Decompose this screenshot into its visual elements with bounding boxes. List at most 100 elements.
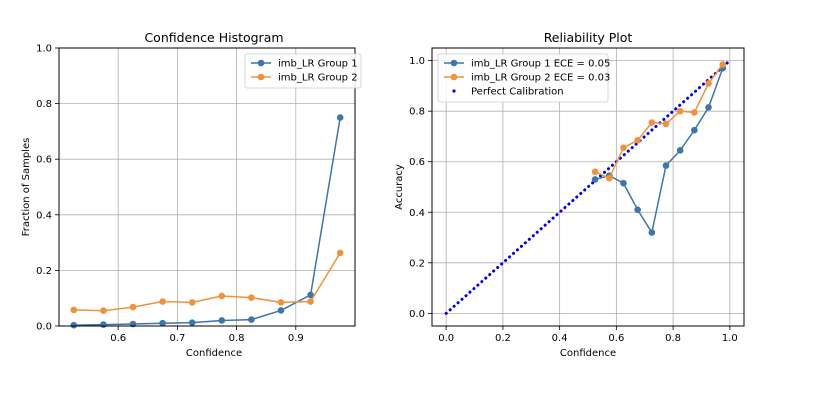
series-2 [70, 249, 344, 315]
data-point [159, 319, 166, 327]
data-point [691, 109, 698, 116]
y-tick-label: 0.6 [36, 155, 52, 166]
y-tick-label: 0.2 [409, 258, 425, 269]
series-line [594, 67, 724, 235]
data-point [705, 80, 712, 87]
legend-item: Perfect Calibration [452, 87, 564, 98]
x-tick-label: 1.0 [722, 333, 738, 344]
x-axis-label: Confidence [186, 348, 242, 359]
legend-box [437, 53, 609, 103]
legend-label: imb_LR Group 1 ECE = 0.05 [471, 59, 610, 70]
data-point [662, 162, 670, 169]
y-tick-label: 0.0 [409, 309, 425, 320]
y-axis-label: Accuracy [394, 164, 405, 210]
data-point [100, 321, 107, 328]
data-point [591, 176, 599, 183]
data-point [129, 303, 137, 311]
confidence-histogram-chart: Confidence Histogram 0.6 0.7 0.8 0.9 0.0 0.2 0… [21, 30, 362, 359]
x-tick-label: 0.6 [110, 333, 126, 344]
data-point [634, 206, 641, 214]
series-line [73, 252, 341, 312]
series-line [73, 117, 341, 326]
data-point [70, 321, 78, 329]
legend-marker [257, 59, 265, 67]
x-tick-label: 0.6 [608, 333, 624, 344]
data-point [248, 294, 255, 301]
legend-marker [257, 73, 265, 81]
x-tick-label: 0.8 [665, 333, 681, 344]
data-point [307, 298, 314, 305]
data-point [159, 298, 166, 305]
data-point [70, 306, 78, 314]
y-tick-label: 0.4 [36, 210, 52, 221]
y-tick-label: 0.8 [409, 107, 425, 118]
data-point [218, 317, 226, 324]
legend-label: imb_LR Group 2 [278, 73, 358, 84]
y-tick-label: 0.4 [409, 208, 425, 219]
legend-marker [450, 59, 458, 67]
data-point [605, 174, 613, 182]
data-point [218, 292, 226, 300]
chart-title: Reliability Plot [544, 30, 633, 45]
data-point [691, 126, 698, 134]
data-point [662, 120, 670, 128]
legend-marker [450, 73, 458, 81]
data-point [705, 104, 712, 111]
data-point [620, 179, 627, 187]
data-point [248, 316, 255, 323]
legend-item: imb_LR Group 1 ECE = 0.05 [444, 59, 610, 70]
x-axis-label: Confidence [560, 348, 616, 359]
legend: imb_LR Group 1 ECE = 0.05 imb_LR Group 2 … [437, 53, 610, 103]
data-point [100, 307, 107, 315]
data-point [188, 319, 196, 326]
ticks: 0.0 0.2 0.4 0.6 0.8 1.0 0.0 0.2 0.4 0.6 0.8 1.0 [409, 56, 738, 344]
data-point [307, 291, 314, 299]
legend-marker [452, 89, 456, 93]
series-3 [444, 59, 732, 315]
data-point [336, 249, 344, 257]
chart-title: Confidence Histogram [144, 30, 283, 45]
x-tick-label: 0.7 [169, 333, 185, 344]
data-point [648, 119, 656, 126]
data-point [277, 299, 285, 306]
x-tick-label: 0.0 [438, 333, 454, 344]
x-tick-label: 0.4 [552, 333, 568, 344]
y-tick-label: 0.6 [409, 157, 425, 168]
y-tick-label: 0.0 [36, 322, 52, 333]
reliability-plot-chart: Reliability Plot 0.0 0.2 0.4 0.6 0.8 1.00.00.… [394, 30, 745, 359]
grid [432, 48, 744, 326]
data-point [591, 168, 599, 176]
y-tick-label: 1.0 [409, 56, 425, 67]
x-tick-label: 0.8 [229, 333, 245, 344]
data-point [620, 144, 627, 152]
legend-label: Perfect Calibration [471, 87, 564, 98]
series-2 [591, 61, 727, 182]
plot-frame [58, 47, 356, 327]
legend-box [244, 53, 362, 89]
series-1 [70, 114, 344, 329]
ticks: 0.6 0.7 0.8 0.9 0.0 0.2 0.4 0.6 0.8 1.0 [36, 44, 304, 345]
series-layer [70, 114, 344, 329]
grid [59, 47, 355, 327]
x-tick-label: 0.2 [495, 333, 511, 344]
y-axis-label: Fraction of Samples [21, 138, 32, 237]
series-layer [444, 59, 732, 315]
x-tick-label: 0.9 [288, 333, 304, 344]
legend-label: imb_LR Group 2 ECE = 0.03 [471, 73, 610, 84]
legend-label: imb_LR Group 1 [278, 59, 358, 70]
data-point [188, 299, 196, 306]
data-point [277, 307, 285, 314]
data-point [719, 61, 727, 68]
data-point [676, 147, 684, 154]
y-tick-label: 0.2 [36, 266, 52, 277]
data-point [634, 136, 641, 144]
legend-item: imb_LR Group 2 ECE = 0.03 [444, 73, 610, 84]
legend-item: imb_LR Group 2 [251, 73, 358, 84]
data-point [676, 107, 684, 115]
data-point [336, 114, 344, 121]
legend: imb_LR Group 1 imb_LR Group 2 [244, 53, 362, 89]
legend-item: imb_LR Group 1 [251, 59, 358, 70]
series-line [594, 63, 724, 180]
y-tick-label: 0.8 [36, 99, 52, 110]
